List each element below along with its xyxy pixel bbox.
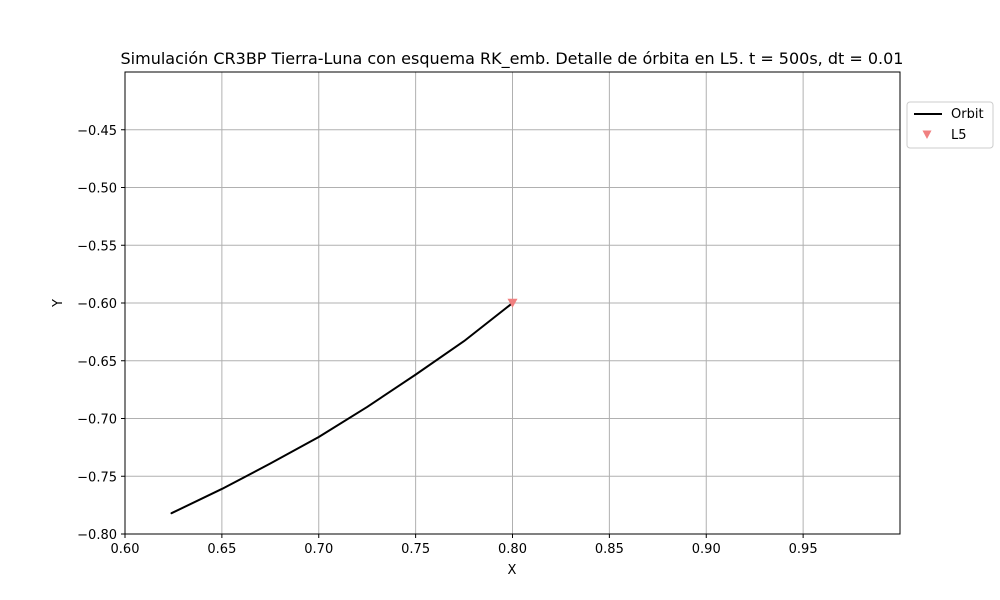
legend-l5-label: L5 bbox=[951, 128, 967, 143]
x-tick-label: 0.65 bbox=[207, 542, 236, 557]
x-tick-label: 0.75 bbox=[401, 542, 430, 557]
y-tick-label: −0.80 bbox=[77, 528, 117, 543]
x-tick-label: 0.90 bbox=[692, 542, 721, 557]
x-tick-label: 0.60 bbox=[111, 542, 140, 557]
y-tick-label: −0.55 bbox=[77, 239, 117, 254]
legend: Orbit L5 bbox=[906, 101, 994, 149]
y-tick-label: −0.70 bbox=[77, 413, 117, 428]
x-tick-label: 0.85 bbox=[595, 542, 624, 557]
axis-ticks: 0.60 0.65 0.70 0.75 0.80 0.85 0.90 0.95 −0.80 −0.… bbox=[77, 124, 817, 557]
x-tick-label: 0.70 bbox=[304, 542, 333, 557]
chart-title: Simulación CR3BP Tierra-Luna con esquema… bbox=[121, 49, 904, 69]
l5-point-marker bbox=[507, 298, 518, 308]
x-tick-label: 0.95 bbox=[789, 542, 818, 557]
y-axis-label: Y bbox=[51, 299, 66, 308]
y-tick-label: −0.45 bbox=[77, 124, 117, 139]
plot-series bbox=[170, 298, 518, 515]
legend-orbit-label: Orbit bbox=[951, 107, 984, 122]
y-tick-label: −0.65 bbox=[77, 355, 117, 370]
y-tick-label: −0.60 bbox=[77, 297, 117, 312]
legend-l5-swatch bbox=[922, 130, 932, 139]
orbit-line bbox=[170, 302, 514, 515]
x-axis-label: X bbox=[508, 563, 517, 578]
x-tick-label: 0.80 bbox=[498, 542, 527, 557]
y-tick-label: −0.50 bbox=[77, 182, 117, 197]
y-tick-label: −0.75 bbox=[77, 470, 117, 485]
